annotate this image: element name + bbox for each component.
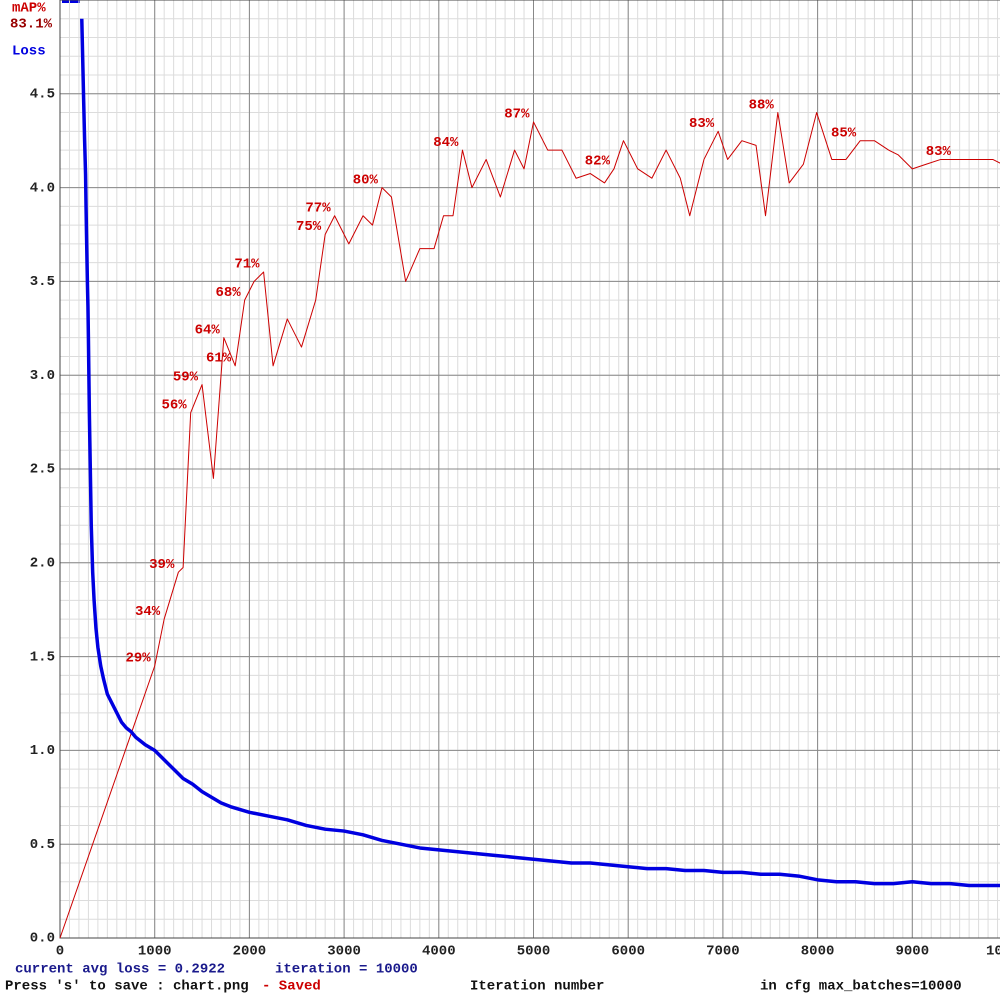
value-label: 88% xyxy=(749,97,775,113)
grid xyxy=(59,0,1000,939)
legend-swatch xyxy=(62,0,80,3)
value-label: 85% xyxy=(831,125,857,141)
x-tick-label: 1000 xyxy=(138,944,172,960)
avg-loss: current avg loss = 0.2922 xyxy=(15,962,225,978)
x-tick-label: 9000 xyxy=(895,944,929,960)
value-label: 83% xyxy=(689,116,715,132)
plot-frame xyxy=(59,0,1000,939)
legend-map: mAP% xyxy=(12,1,46,17)
value-label: 68% xyxy=(215,285,241,301)
y-tick-label: 4.0 xyxy=(30,180,55,196)
x-tick-label: 4000 xyxy=(422,944,456,960)
legend-map-value: 83.1% xyxy=(10,17,53,33)
x-tick-label: 10000 xyxy=(986,944,1000,960)
value-label: 56% xyxy=(161,397,187,413)
value-label: 64% xyxy=(195,322,221,338)
loss-line xyxy=(80,18,1000,888)
y-tick-label: 1.0 xyxy=(30,743,55,759)
y-tick-label: 3.5 xyxy=(30,274,55,290)
iteration: iteration = 10000 xyxy=(275,962,418,978)
y-tick-label: 2.5 xyxy=(30,462,55,478)
value-label: 80% xyxy=(353,172,379,188)
value-label: 59% xyxy=(173,369,199,385)
value-label: 82% xyxy=(585,154,611,170)
value-label: 77% xyxy=(305,200,331,216)
y-tick-label: 1.5 xyxy=(30,649,55,665)
max-batches: in cfg max_batches=10000 xyxy=(760,979,962,995)
value-label: 71% xyxy=(234,257,260,273)
value-label: 61% xyxy=(206,351,232,367)
value-label: 87% xyxy=(504,107,530,123)
y-tick-label: 0.5 xyxy=(30,837,55,853)
y-tick-label: 4.5 xyxy=(30,87,55,103)
x-tick-label: 5000 xyxy=(517,944,551,960)
value-label: 29% xyxy=(125,651,151,667)
x-tick-label: 8000 xyxy=(801,944,835,960)
saved: - Saved xyxy=(262,979,321,995)
value-label: 34% xyxy=(135,604,161,620)
x-tick-label: 0 xyxy=(56,944,64,960)
x-axis-label: Iteration number xyxy=(470,979,604,995)
value-label: 75% xyxy=(296,219,322,235)
x-tick-label: 2000 xyxy=(233,944,267,960)
y-tick-label: 3.0 xyxy=(30,368,55,384)
x-tick-label: 3000 xyxy=(327,944,361,960)
value-label: 83% xyxy=(926,144,952,160)
legend-loss: Loss xyxy=(12,44,46,60)
x-tick-label: 6000 xyxy=(611,944,645,960)
value-label: 84% xyxy=(433,135,459,151)
y-tick-label: 0.0 xyxy=(30,931,55,947)
map-line xyxy=(59,112,1000,939)
save-hint: Press 's' to save : chart.png xyxy=(5,979,249,995)
value-label: 39% xyxy=(149,557,175,573)
y-tick-label: 2.0 xyxy=(30,556,55,572)
x-tick-label: 7000 xyxy=(706,944,740,960)
